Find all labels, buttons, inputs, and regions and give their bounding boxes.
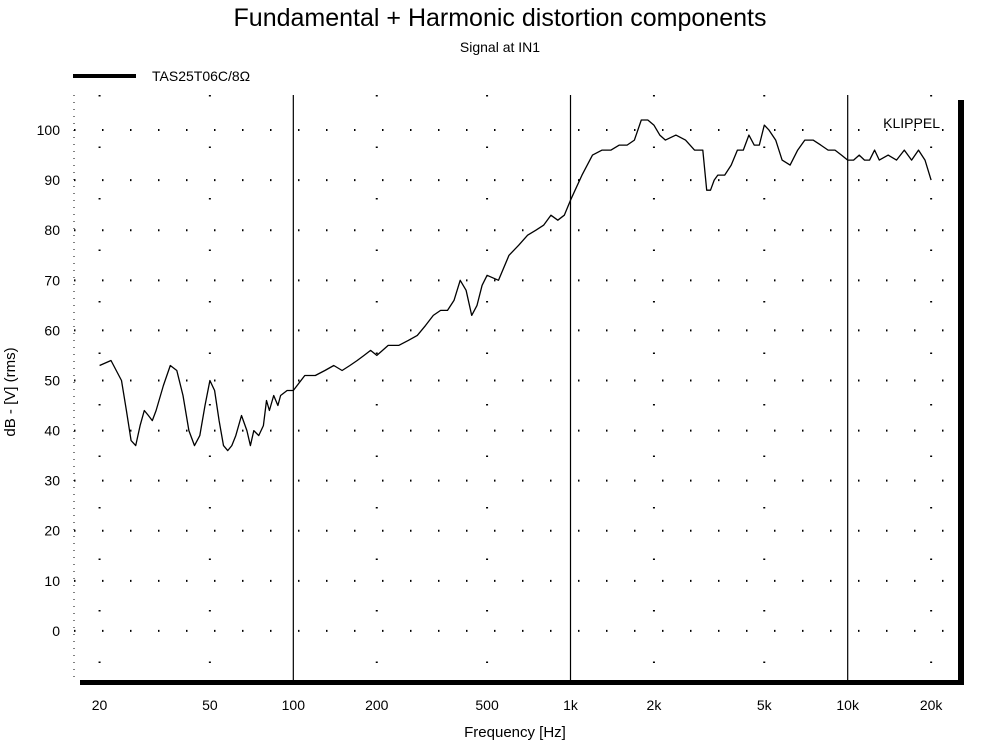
y-tick-label: 10 xyxy=(44,573,60,589)
series-line xyxy=(99,119,932,452)
x-tick-label: 20k xyxy=(920,697,944,713)
x-tick-label: 10k xyxy=(836,697,860,713)
x-tick-label: 500 xyxy=(475,697,499,713)
y-tick-label: 0 xyxy=(52,623,60,639)
x-tick-labels: 20 50 100 200 500 1k 2k 5k 10k 20k xyxy=(92,697,944,713)
x-axis-label: Frequency [Hz] xyxy=(464,724,566,741)
x-tick-label: 200 xyxy=(365,697,389,713)
y-tick-label: 40 xyxy=(44,423,60,439)
x-tick-label: 1k xyxy=(563,697,579,713)
plot-frame xyxy=(73,95,964,685)
legend-label: TAS25T06C/8Ω xyxy=(152,68,250,84)
y-tick-label: 60 xyxy=(44,322,60,338)
y-tick-label: 80 xyxy=(44,222,60,238)
y-tick-labels: 0 10 20 30 40 50 60 70 80 90 100 xyxy=(37,122,61,639)
chart-subtitle: Signal at IN1 xyxy=(460,39,540,55)
y-tick-label: 70 xyxy=(44,272,60,288)
watermark-klippel: KLIPPEL xyxy=(883,115,940,131)
y-tick-label: 50 xyxy=(44,372,60,388)
y-tick-label: 90 xyxy=(44,172,60,188)
frame-shadow-bottom xyxy=(80,681,964,685)
x-tick-label: 5k xyxy=(757,697,773,713)
frame-shadow-right xyxy=(958,100,964,685)
y-axis-label: dB - [V] (rms) xyxy=(2,347,19,436)
y-tick-label: 20 xyxy=(44,523,60,539)
x-tick-label: 2k xyxy=(647,697,663,713)
chart-title: Fundamental + Harmonic distortion compon… xyxy=(234,4,767,32)
grid xyxy=(74,95,958,681)
x-tick-label: 50 xyxy=(202,697,218,713)
y-tick-label: 100 xyxy=(37,122,61,138)
series xyxy=(99,119,932,452)
y-tick-label: 30 xyxy=(44,473,60,489)
x-tick-label: 20 xyxy=(92,697,108,713)
legend: TAS25T06C/8Ω xyxy=(73,68,250,84)
x-tick-label: 100 xyxy=(282,697,306,713)
